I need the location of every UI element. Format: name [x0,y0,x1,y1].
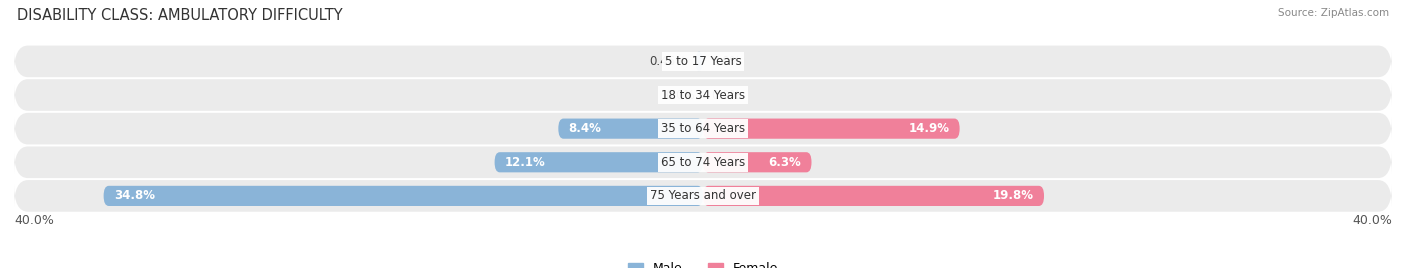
FancyBboxPatch shape [558,118,703,139]
Text: 0.0%: 0.0% [711,88,741,102]
FancyBboxPatch shape [703,186,1045,206]
Text: 0.46%: 0.46% [650,55,686,68]
FancyBboxPatch shape [14,113,1392,144]
FancyBboxPatch shape [703,152,811,172]
Text: Source: ZipAtlas.com: Source: ZipAtlas.com [1278,8,1389,18]
Text: 0.0%: 0.0% [711,55,741,68]
Text: 40.0%: 40.0% [1353,214,1392,228]
Text: 75 Years and over: 75 Years and over [650,189,756,202]
FancyBboxPatch shape [14,147,1392,178]
Text: DISABILITY CLASS: AMBULATORY DIFFICULTY: DISABILITY CLASS: AMBULATORY DIFFICULTY [17,8,343,23]
Text: 12.1%: 12.1% [505,156,546,169]
Text: 14.9%: 14.9% [908,122,949,135]
Text: 34.8%: 34.8% [114,189,155,202]
FancyBboxPatch shape [495,152,703,172]
FancyBboxPatch shape [695,51,703,72]
Legend: Male, Female: Male, Female [623,257,783,268]
Text: 40.0%: 40.0% [14,214,53,228]
Text: 8.4%: 8.4% [568,122,602,135]
Text: 65 to 74 Years: 65 to 74 Years [661,156,745,169]
FancyBboxPatch shape [703,118,960,139]
FancyBboxPatch shape [104,186,703,206]
Text: 0.0%: 0.0% [665,88,695,102]
FancyBboxPatch shape [14,180,1392,212]
Text: 6.3%: 6.3% [769,156,801,169]
Text: 19.8%: 19.8% [993,189,1033,202]
Text: 18 to 34 Years: 18 to 34 Years [661,88,745,102]
Text: 5 to 17 Years: 5 to 17 Years [665,55,741,68]
Text: 35 to 64 Years: 35 to 64 Years [661,122,745,135]
FancyBboxPatch shape [14,46,1392,77]
FancyBboxPatch shape [14,79,1392,111]
